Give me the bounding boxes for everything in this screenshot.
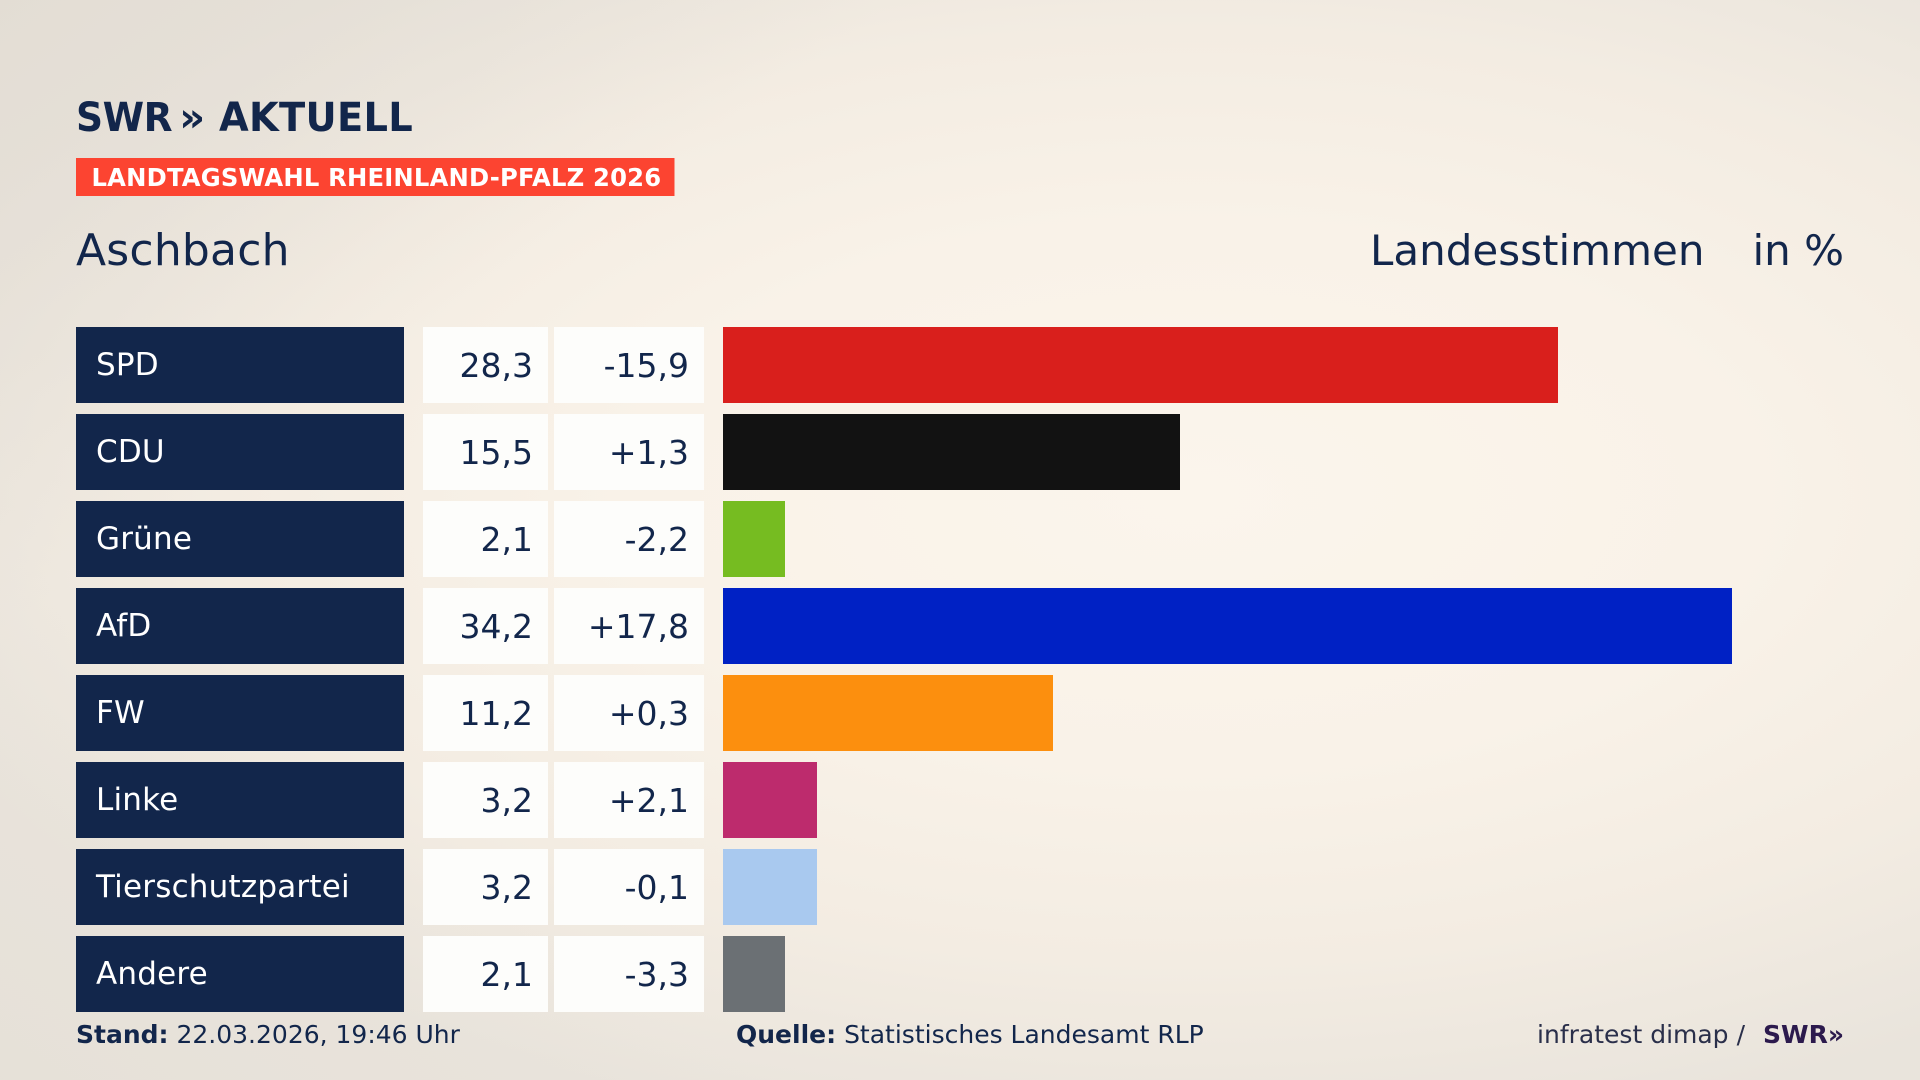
- stand-label: Stand:: [76, 1020, 169, 1049]
- cell-gap: [404, 327, 423, 403]
- result-bar: [723, 849, 818, 925]
- logo-swr-text: SWR: [76, 95, 173, 141]
- bar-track: [723, 675, 1844, 751]
- election-banner: LANDTAGSWAHL RHEINLAND-PFALZ 2026: [76, 158, 675, 196]
- double-chevron-icon: »: [179, 95, 206, 141]
- bar-track: [723, 327, 1844, 403]
- cell-gap: [704, 501, 723, 577]
- party-change-cell: -3,3: [554, 936, 704, 1012]
- party-result-cell: 34,2: [423, 588, 548, 664]
- party-name-cell: CDU: [76, 414, 404, 490]
- cell-gap: [704, 762, 723, 838]
- cell-gap: [704, 936, 723, 1012]
- cell-gap: [404, 936, 423, 1012]
- table-row: Linke 3,2 +2,1: [76, 762, 1844, 838]
- credit-institute: infratest dimap: [1537, 1020, 1729, 1049]
- unit-label: in %: [1752, 226, 1844, 275]
- cell-gap: [404, 501, 423, 577]
- party-name-cell: AfD: [76, 588, 404, 664]
- table-row: Grüne 2,1 -2,2: [76, 501, 1844, 577]
- party-change-cell: -15,9: [554, 327, 704, 403]
- cell-gap: [704, 414, 723, 490]
- cell-gap: [704, 849, 723, 925]
- table-row: Andere 2,1 -3,3: [76, 936, 1844, 1012]
- logo-aktuell-text: AKTUELL: [219, 95, 414, 141]
- results-chart: SPD 28,3 -15,9 CDU 15,5 +1,3 Grüne 2,1 -2,2 AfD 34…: [76, 327, 1844, 1012]
- table-row: SPD 28,3 -15,9: [76, 327, 1844, 403]
- cell-gap: [704, 588, 723, 664]
- bar-track: [723, 762, 1844, 838]
- party-result-cell: 3,2: [423, 762, 548, 838]
- bar-track: [723, 501, 1844, 577]
- party-result-cell: 2,1: [423, 936, 548, 1012]
- table-row: AfD 34,2 +17,8: [76, 588, 1844, 664]
- party-result-cell: 2,1: [423, 501, 548, 577]
- cell-gap: [404, 588, 423, 664]
- party-result-cell: 11,2: [423, 675, 548, 751]
- table-row: FW 11,2 +0,3: [76, 675, 1844, 751]
- party-change-cell: +1,3: [554, 414, 704, 490]
- table-row: Tierschutzpartei 3,2 -0,1: [76, 849, 1844, 925]
- credit-separator: /: [1736, 1020, 1745, 1049]
- page-title: Aschbach: [76, 225, 290, 276]
- result-bar: [723, 675, 1054, 751]
- cell-gap: [704, 327, 723, 403]
- party-result-cell: 3,2: [423, 849, 548, 925]
- footer: Stand: 22.03.2026, 19:46 Uhr Quelle: Sta…: [76, 1018, 1844, 1052]
- cell-gap: [704, 675, 723, 751]
- credit-broadcaster: SWR: [1763, 1020, 1828, 1049]
- result-bar: [723, 501, 785, 577]
- stand-value: 22.03.2026, 19:46 Uhr: [176, 1020, 460, 1049]
- headline-right: Landesstimmen in %: [1370, 230, 1844, 272]
- result-bar: [723, 936, 785, 1012]
- result-bar: [723, 762, 818, 838]
- party-name-cell: Grüne: [76, 501, 404, 577]
- credit-info: infratest dimap / SWR »: [1537, 1022, 1844, 1047]
- cell-gap: [404, 414, 423, 490]
- bar-track: [723, 588, 1844, 664]
- double-chevron-icon: »: [1827, 1020, 1844, 1049]
- party-change-cell: +0,3: [554, 675, 704, 751]
- bar-track: [723, 414, 1844, 490]
- party-change-cell: -2,2: [554, 501, 704, 577]
- party-name-cell: FW: [76, 675, 404, 751]
- party-change-cell: +2,1: [554, 762, 704, 838]
- headline-row: Aschbach Landesstimmen in %: [76, 222, 1844, 280]
- quelle-value: Statistisches Landesamt RLP: [844, 1020, 1204, 1049]
- party-name-cell: Linke: [76, 762, 404, 838]
- table-row: CDU 15,5 +1,3: [76, 414, 1844, 490]
- party-name-cell: Tierschutzpartei: [76, 849, 404, 925]
- cell-gap: [404, 675, 423, 751]
- party-result-cell: 28,3: [423, 327, 548, 403]
- party-change-cell: +17,8: [554, 588, 704, 664]
- party-change-cell: -0,1: [554, 849, 704, 925]
- party-name-cell: Andere: [76, 936, 404, 1012]
- vote-type-label: Landesstimmen: [1370, 226, 1705, 275]
- party-result-cell: 15,5: [423, 414, 548, 490]
- result-bar: [723, 414, 1181, 490]
- bar-track: [723, 936, 1844, 1012]
- stand-info: Stand: 22.03.2026, 19:46 Uhr: [76, 1022, 460, 1047]
- quelle-info: Quelle: Statistisches Landesamt RLP: [736, 1022, 1204, 1047]
- quelle-label: Quelle:: [736, 1020, 837, 1049]
- result-bar: [723, 327, 1558, 403]
- party-name-cell: SPD: [76, 327, 404, 403]
- cell-gap: [404, 762, 423, 838]
- swr-aktuell-logo: SWR » AKTUELL: [76, 98, 421, 138]
- cell-gap: [404, 849, 423, 925]
- result-bar: [723, 588, 1732, 664]
- bar-track: [723, 849, 1844, 925]
